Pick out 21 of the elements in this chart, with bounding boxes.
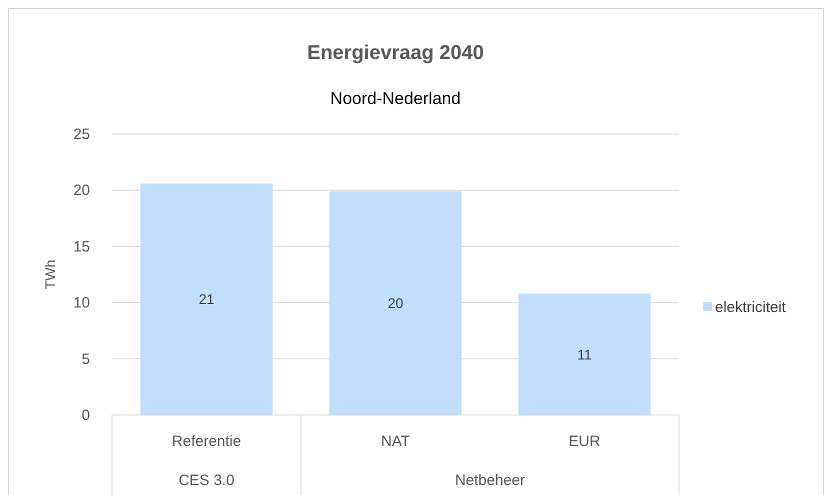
y-tick-label: 25	[73, 126, 90, 143]
data-label: 20	[388, 295, 404, 312]
y-tick-label: 0	[82, 407, 90, 424]
legend-label: elektriciteit	[715, 299, 787, 316]
data-label: 11	[577, 346, 592, 362]
text: CES 3.0	[178, 472, 234, 489]
bar	[140, 183, 273, 415]
y-tick-label: 20	[73, 182, 90, 200]
text: Netbeheer	[454, 472, 526, 489]
x-tick-label: EUR	[568, 433, 600, 450]
bar	[329, 191, 462, 415]
y-tick-label: 15	[73, 238, 90, 256]
bar	[518, 294, 651, 415]
chart-subtitle: Noord-Nederland	[330, 89, 461, 108]
x-tick-label: NAT	[381, 433, 410, 450]
y-tick-label: 10	[73, 294, 90, 312]
data-label: 21	[198, 291, 214, 308]
x-tick-label: Referentie	[172, 433, 242, 450]
chart-title: Energievraag 2040	[307, 42, 484, 64]
y-tick-label: 5	[82, 350, 90, 368]
y-axis-title: TWh	[42, 260, 58, 290]
